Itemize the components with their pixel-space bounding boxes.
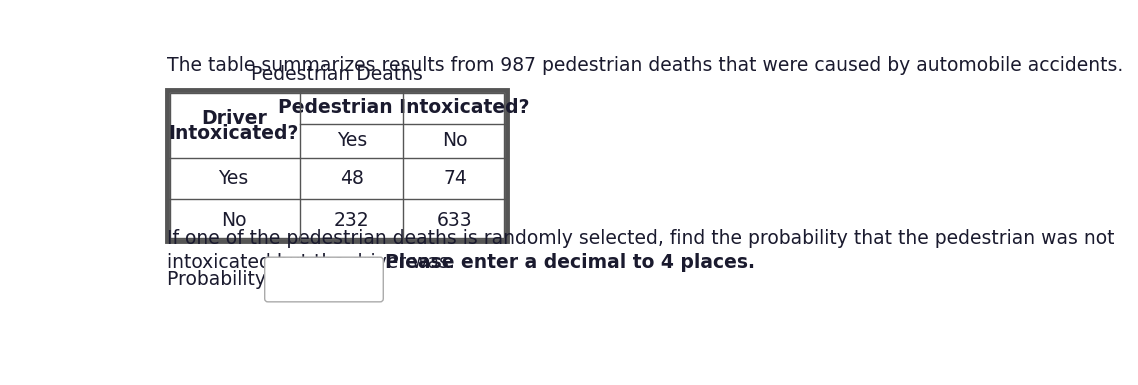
Text: 48: 48 <box>340 169 364 188</box>
Text: Pedestrian Deaths: Pedestrian Deaths <box>250 65 422 84</box>
FancyBboxPatch shape <box>265 257 384 302</box>
Text: If one of the pedestrian deaths is randomly selected, find the probability that : If one of the pedestrian deaths is rando… <box>167 229 1114 248</box>
Text: 232: 232 <box>335 211 370 230</box>
Text: Probability =: Probability = <box>167 270 288 289</box>
Bar <box>170 93 504 238</box>
Text: Driver: Driver <box>200 109 266 128</box>
Text: 633: 633 <box>437 211 472 230</box>
Bar <box>167 90 506 241</box>
Text: Pedestrian Intoxicated?: Pedestrian Intoxicated? <box>278 97 529 117</box>
Text: No: No <box>443 131 468 151</box>
Text: No: No <box>221 211 247 230</box>
Text: Intoxicated?: Intoxicated? <box>168 124 299 143</box>
Text: Yes: Yes <box>337 131 368 151</box>
Text: Yes: Yes <box>218 169 249 188</box>
Text: Please enter a decimal to 4 places.: Please enter a decimal to 4 places. <box>386 253 756 271</box>
Text: intoxicated but the driver was.: intoxicated but the driver was. <box>167 253 461 271</box>
Text: 74: 74 <box>443 169 467 188</box>
Text: The table summarizes results from 987 pedestrian deaths that were caused by auto: The table summarizes results from 987 pe… <box>167 56 1123 75</box>
